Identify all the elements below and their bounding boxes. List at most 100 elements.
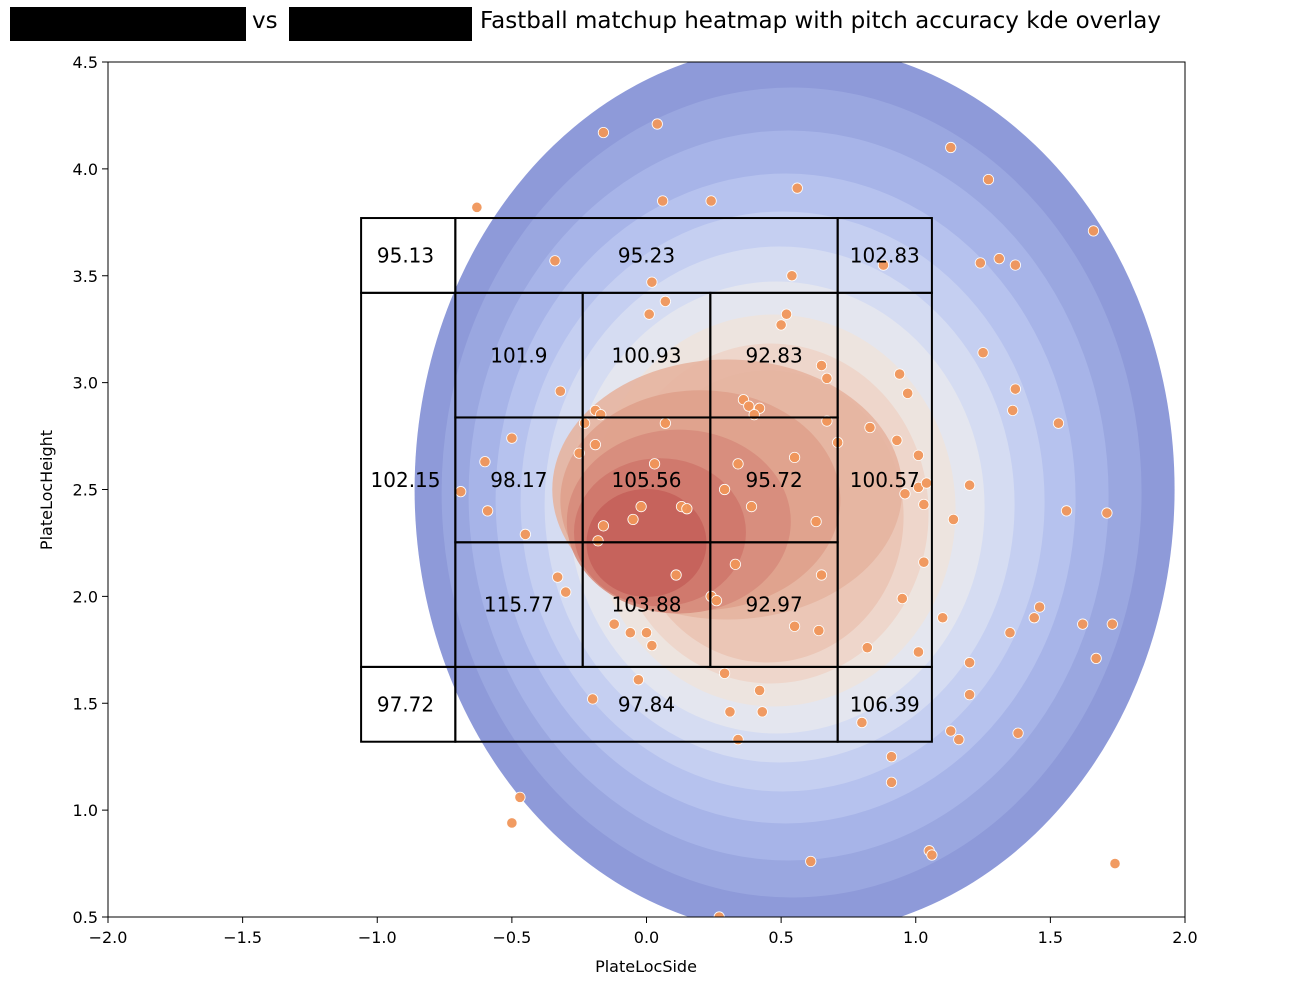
y-tick-label: 2.0 — [73, 587, 98, 606]
pitch-point — [937, 612, 949, 624]
zone-value-label: 101.9 — [490, 343, 547, 367]
pitch-point — [471, 201, 483, 213]
zone-value-label: 97.72 — [377, 692, 434, 716]
zone-value-label: 103.88 — [612, 592, 682, 616]
pitch-point — [805, 855, 817, 868]
pitch-point — [810, 515, 822, 528]
pitch-point — [821, 372, 833, 384]
x-axis-ticks: −2.0 −1.5 −1.0 −0.5 0.0 0.5 1.0 1.5 2.0 — [89, 917, 1198, 947]
zone-value-label: 95.72 — [745, 468, 802, 492]
pitch-point — [963, 689, 976, 701]
pitch-point — [1106, 618, 1118, 630]
zone-value-label: 106.39 — [850, 692, 920, 716]
y-tick-label: 3.0 — [73, 374, 98, 393]
pitch-point — [918, 498, 930, 511]
pitch-point — [589, 439, 601, 451]
y-tick-label: 4.0 — [73, 160, 98, 179]
x-tick-label: 0.5 — [768, 928, 793, 947]
pitch-point — [861, 642, 873, 654]
pitch-point — [724, 706, 736, 718]
pitch-point — [554, 385, 566, 397]
pitch-point — [646, 276, 658, 288]
pitch-point — [1028, 612, 1040, 624]
pitch-point — [632, 674, 645, 686]
pitch-point — [552, 571, 564, 583]
pitch-point — [885, 776, 898, 788]
pitch-point — [1052, 417, 1065, 429]
zone-value-label: 92.83 — [745, 343, 802, 367]
y-axis-label: PlateLocHeight — [37, 430, 56, 550]
pitch-point — [1034, 601, 1046, 613]
pitch-point — [578, 417, 591, 429]
x-tick-label: −1.5 — [223, 928, 262, 947]
pitch-point — [899, 488, 911, 500]
kde-density-overlay — [414, 62, 1175, 917]
pitch-point — [624, 627, 636, 639]
pitch-point — [756, 706, 768, 718]
x-tick-label: 2.0 — [1172, 928, 1197, 947]
pitch-point — [963, 479, 976, 491]
pitch-point — [945, 725, 957, 737]
x-tick-label: −2.0 — [89, 928, 128, 947]
pitch-point — [627, 513, 639, 526]
pitch-point — [753, 684, 766, 697]
chart-title: Fastball matchup heatmap with pitch accu… — [480, 8, 1161, 34]
pitch-point — [945, 141, 957, 154]
pitch-point — [1009, 259, 1021, 271]
pitch-point — [646, 639, 658, 652]
y-tick-label: 1.0 — [73, 801, 98, 820]
pitch-point — [1012, 727, 1024, 739]
y-tick-label: 3.5 — [73, 267, 98, 286]
pitch-point — [651, 118, 663, 130]
pitch-point — [920, 477, 933, 489]
redacted-team-b — [289, 7, 472, 41]
pitch-point — [974, 257, 986, 269]
x-tick-label: 0.0 — [634, 928, 659, 947]
pitch-point — [519, 528, 531, 540]
pitch-point — [788, 451, 801, 464]
pitch-point — [670, 569, 682, 581]
pitch-point — [635, 500, 647, 513]
pitch-point — [891, 434, 903, 446]
pitch-point — [1109, 857, 1121, 870]
pitch-point — [821, 415, 833, 427]
zone-value-label: 98.17 — [490, 468, 547, 492]
zone-value-label: 97.84 — [618, 692, 675, 716]
pitch-point — [1004, 627, 1016, 639]
pitch-point — [1007, 404, 1019, 417]
pitch-point — [815, 359, 828, 372]
zone-value-label: 95.13 — [377, 243, 434, 267]
strike-zone-grid: 95.13 95.23 102.83 102.15 100.57 97.72 97.84 10… — [360, 217, 933, 743]
chart-title-row: vs Fastball matchup heatmap with pitch a… — [0, 0, 1290, 52]
pitch-point — [947, 513, 960, 526]
pitch-point — [1009, 383, 1021, 395]
pitch-point — [659, 295, 671, 307]
pitch-point — [710, 595, 723, 607]
pitch-point — [514, 791, 526, 803]
pitch-point — [893, 368, 906, 380]
pitch-point — [506, 817, 518, 829]
pitch-point — [1090, 652, 1102, 664]
y-axis-ticks: 0.5 1.0 1.5 2.0 2.5 3.0 3.5 4.0 4.5 — [73, 53, 108, 927]
vs-label: vs — [252, 8, 278, 34]
pitch-point — [681, 503, 693, 515]
pitch-point — [659, 417, 671, 429]
pitch-point — [718, 483, 731, 496]
pitch-point — [705, 195, 717, 207]
zone-value-label: 105.56 — [612, 468, 682, 492]
y-tick-label: 2.5 — [73, 481, 98, 500]
zone-value-label: 102.83 — [850, 243, 920, 267]
pitch-point — [896, 592, 908, 605]
pitch-point — [745, 500, 758, 513]
pitch-point — [718, 667, 731, 679]
zone-value-label: 115.77 — [484, 592, 554, 616]
pitch-point — [597, 126, 610, 139]
pitch-point — [912, 449, 925, 461]
zone-value-label: 92.97 — [745, 592, 802, 616]
pitch-point — [729, 558, 741, 570]
pitch-point — [549, 255, 561, 267]
pitch-point — [732, 458, 744, 470]
y-tick-label: 0.5 — [73, 908, 98, 927]
x-tick-label: 1.5 — [1038, 928, 1063, 947]
